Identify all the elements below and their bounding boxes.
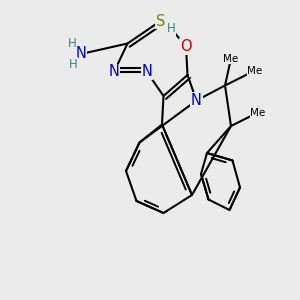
Text: S: S	[156, 14, 165, 28]
Text: H: H	[68, 37, 76, 50]
Text: N: N	[191, 93, 202, 108]
Text: Me: Me	[250, 107, 266, 118]
Text: H: H	[69, 58, 78, 71]
Text: Me: Me	[248, 65, 262, 76]
Text: N: N	[76, 46, 86, 62]
Text: O: O	[180, 39, 192, 54]
Text: Me: Me	[224, 53, 238, 64]
Text: N: N	[109, 64, 119, 80]
Text: N: N	[142, 64, 152, 80]
Text: H: H	[167, 22, 176, 35]
